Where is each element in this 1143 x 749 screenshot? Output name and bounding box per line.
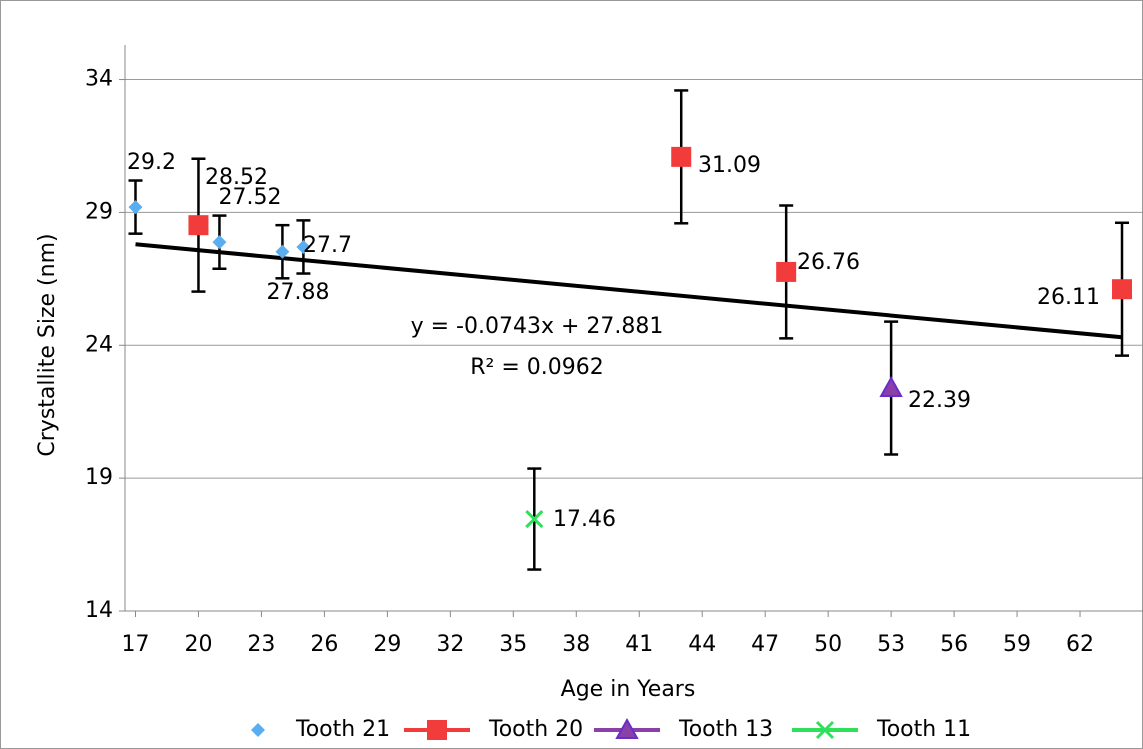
y-axis-label: Crystallite Size (nm)	[35, 233, 60, 456]
legend-marker	[427, 720, 447, 740]
point	[525, 509, 544, 529]
x-tick-label: 62	[1066, 632, 1094, 657]
point	[879, 375, 903, 398]
data-label: 31.09	[698, 153, 761, 178]
data-label: 27.52	[219, 185, 282, 210]
x-tick-label: 59	[1003, 632, 1031, 657]
x-tick-label: 23	[247, 632, 275, 657]
trendline	[135, 242, 1123, 340]
point	[671, 146, 692, 167]
x-tick-label: 29	[373, 632, 401, 657]
point	[188, 215, 209, 236]
x-tick-label: 41	[625, 632, 653, 657]
data-label: 27.7	[303, 233, 352, 258]
point	[776, 261, 797, 282]
legend-marker	[815, 720, 835, 740]
legend-marker	[251, 723, 265, 737]
y-tick-label: 24	[85, 332, 113, 357]
point	[275, 244, 290, 259]
data-label: 26.11	[1037, 285, 1100, 310]
legend-label: Tooth 11	[876, 717, 971, 742]
legend-marker	[615, 717, 639, 739]
y-tick-label: 19	[85, 465, 113, 490]
data-label: 26.76	[797, 250, 860, 275]
point	[1112, 279, 1133, 300]
legend-label: Tooth 21	[295, 717, 390, 742]
x-tick-label: 56	[940, 632, 968, 657]
x-tick-label: 50	[814, 632, 842, 657]
x-tick-label: 35	[499, 632, 527, 657]
x-tick-label: 53	[877, 632, 905, 657]
x-tick-label: 38	[562, 632, 590, 657]
trendline-equation: y = -0.0743x + 27.881	[411, 314, 664, 339]
x-tick-label: 26	[310, 632, 338, 657]
data-label: 28.52	[205, 165, 268, 190]
y-tick-label: 34	[85, 67, 113, 92]
x-tick-label: 17	[121, 632, 149, 657]
point	[296, 239, 311, 254]
legend-label: Tooth 13	[678, 717, 773, 742]
trendline-r2: R² = 0.0962	[470, 355, 604, 380]
x-tick-label: 47	[751, 632, 779, 657]
data-label: 22.39	[908, 388, 971, 413]
x-axis-label: Age in Years	[561, 677, 696, 702]
x-tick-label: 20	[184, 632, 212, 657]
data-label: 17.46	[553, 507, 616, 532]
x-tick-label: 32	[436, 632, 464, 657]
y-tick-label: 14	[85, 598, 113, 623]
legend-label: Tooth 20	[488, 717, 583, 742]
x-tick-label: 44	[688, 632, 716, 657]
point	[128, 200, 143, 215]
data-label: 27.88	[267, 280, 330, 305]
data-label: 29.2	[127, 150, 176, 175]
y-tick-label: 29	[85, 199, 113, 224]
point	[212, 235, 227, 250]
